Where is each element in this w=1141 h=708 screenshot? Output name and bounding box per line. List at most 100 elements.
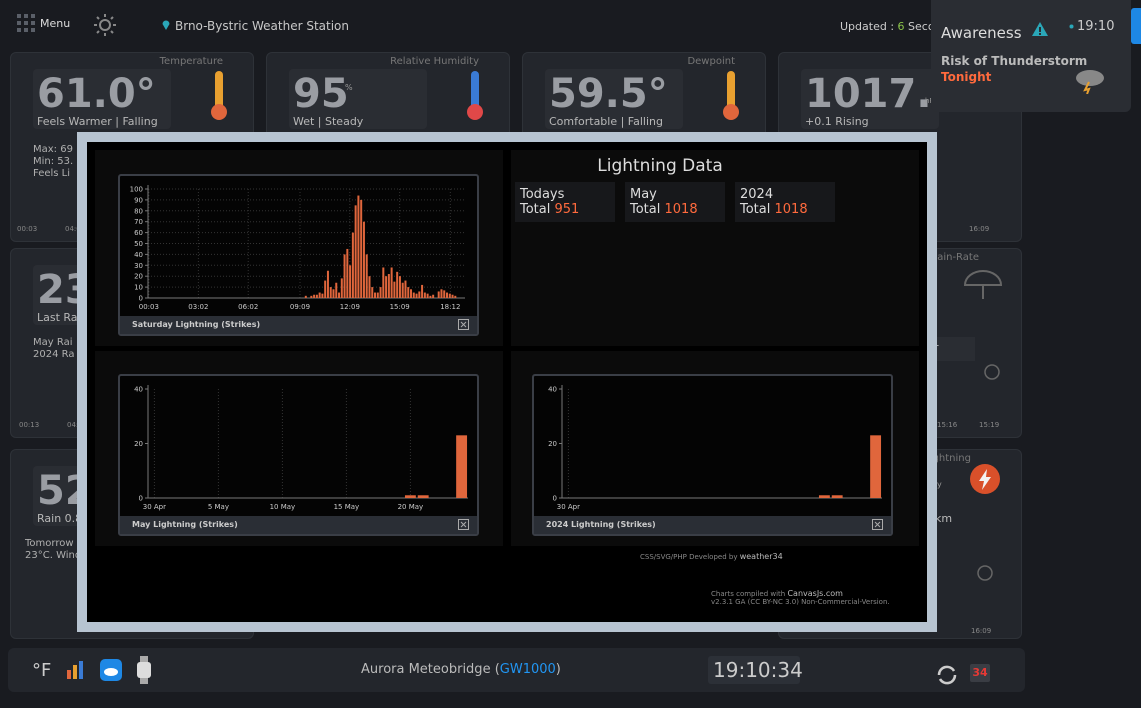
bar (335, 282, 338, 298)
cloud-icon[interactable] (100, 659, 122, 681)
y-tick-label: 20 (548, 440, 557, 448)
panel (511, 150, 919, 346)
tile-line: Feels Li (33, 168, 71, 179)
footer-bar: °F Aurora Meteobridge (GW1000) 19:10:34 … (8, 648, 1025, 692)
bar (390, 267, 393, 298)
bar (446, 292, 449, 298)
tile-line: 2024 Ra (33, 349, 75, 360)
value-box: 59.5° Comfortable | Falling (545, 69, 683, 129)
total-box: Todays Total 951 (515, 182, 615, 222)
bar (443, 290, 446, 298)
menu-icon[interactable] (17, 14, 35, 32)
bar (448, 293, 451, 298)
bar (393, 281, 396, 298)
tile-axis-label: 04: (67, 421, 79, 429)
bar (340, 278, 343, 298)
bar (324, 280, 327, 298)
tile-title: ghtning (932, 453, 971, 464)
tile-axis-label: 16:09 (969, 225, 990, 233)
bar (329, 287, 332, 298)
bar (365, 254, 368, 298)
chart-box: 0 20 40 30 Apr 2024 Lightning (Strikes) (532, 374, 893, 536)
awareness-title: Awareness (941, 24, 1022, 42)
tile-title: Relative Humidity (390, 56, 479, 67)
tile-axis-label: 00:13 (19, 421, 40, 429)
side-button[interactable] (1131, 8, 1141, 44)
updated-value: 6 (897, 20, 905, 33)
updated: Updated : 6 Seco (840, 20, 935, 33)
awareness-panel: Awareness 19:10 Risk of Thunderstorm Ton… (931, 0, 1131, 112)
bar (401, 282, 404, 298)
tile-status: Comfortable | Falling (549, 115, 663, 128)
bar (831, 495, 843, 498)
total-line: Total 951 (520, 202, 579, 217)
risk-when: Tonight (941, 70, 992, 84)
value-box: 1017.1hPa+0.1 Rising (801, 69, 959, 129)
bar (387, 274, 390, 298)
y-tick-label: 60 (134, 229, 143, 237)
y-tick-label: 30 (134, 262, 143, 270)
tile-line: Tomorrow (25, 538, 74, 549)
umbrella-icon (963, 270, 1003, 299)
station-prefix: Aurora Meteobridge ( (361, 662, 500, 677)
y-tick-label: 40 (548, 386, 557, 394)
menu-label[interactable]: Menu (40, 17, 71, 30)
lightning-icon (970, 464, 1000, 494)
bar (351, 232, 354, 298)
tile-status: +0.1 Rising (805, 115, 869, 128)
tile-value: 61.0° (37, 71, 156, 117)
x-tick-label: 30 Apr (143, 503, 166, 511)
bar (321, 293, 324, 298)
watch-icon[interactable] (135, 656, 153, 684)
x-tick-label: 10 May (270, 503, 296, 511)
chart-caption: May Lightning (Strikes) (120, 516, 477, 534)
expand-icon[interactable] (458, 519, 469, 530)
bar (379, 287, 382, 298)
badge[interactable]: 34 (970, 664, 990, 682)
chart-caption: Saturday Lightning (Strikes) (120, 316, 477, 334)
y-tick-label: 40 (134, 386, 143, 394)
info-icon[interactable] (977, 565, 993, 581)
station-info: Aurora Meteobridge (GW1000) (361, 662, 561, 677)
x-tick-label: 00:03 (139, 303, 159, 311)
bar (315, 294, 318, 298)
bar (332, 289, 335, 298)
thermometer (211, 71, 227, 120)
tile-unit: % (345, 83, 353, 92)
bar (407, 287, 410, 298)
bar (423, 292, 426, 298)
y-tick-label: 80 (134, 207, 143, 215)
theme-icon[interactable] (94, 14, 116, 36)
tile-status: Wet | Steady (293, 115, 364, 128)
info-icon[interactable] (984, 364, 1000, 380)
total-value: 1018 (664, 202, 698, 217)
refresh-icon[interactable] (936, 664, 958, 686)
bar (417, 495, 429, 498)
expand-icon[interactable] (458, 319, 469, 330)
y-tick-label: 10 (134, 284, 143, 292)
bar (404, 280, 407, 298)
total-period: 2024 (740, 187, 774, 202)
chart-icon[interactable] (66, 660, 86, 680)
storm-icon (1076, 70, 1104, 94)
y-tick-label: 20 (134, 273, 143, 281)
unit-toggle[interactable]: °F (32, 660, 52, 681)
chart-title: Saturday Lightning (Strikes) (132, 320, 261, 329)
x-tick-label: 15 May (334, 503, 360, 511)
x-tick-label: 20 May (398, 503, 424, 511)
tile-axis-label: 04:0 (65, 225, 81, 233)
awareness-time: 19:10 (1077, 19, 1115, 34)
y-tick-label: 50 (134, 240, 143, 248)
tile-axis-label: 00:03 (17, 225, 38, 233)
version: v2.3.1 GA (CC BY-NC 3.0) Non-Commercial-… (711, 598, 890, 606)
compiled-name: CanvasJs.com (787, 589, 843, 598)
bar (326, 270, 329, 298)
bar (346, 248, 349, 298)
expand-icon[interactable] (872, 519, 883, 530)
value-box: 61.0° Feels Warmer | Falling (33, 69, 171, 129)
tile-line: y (937, 480, 942, 489)
chart: 0 20 40 30 Apr (548, 385, 882, 511)
risk-text: Risk of Thunderstorm (941, 54, 1088, 68)
bar (360, 199, 363, 298)
